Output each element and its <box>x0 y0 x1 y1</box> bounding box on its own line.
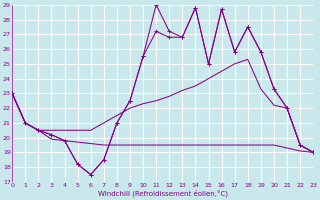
X-axis label: Windchill (Refroidissement éolien,°C): Windchill (Refroidissement éolien,°C) <box>98 190 228 197</box>
